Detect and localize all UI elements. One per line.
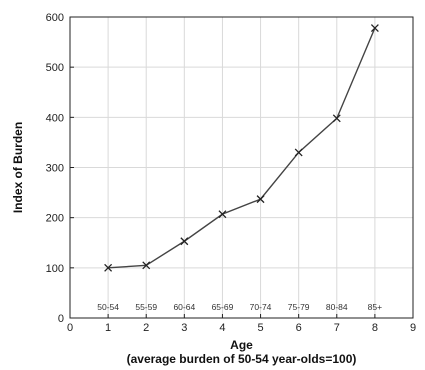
age-group-label: 60-64 — [173, 302, 195, 312]
data-point-marker — [370, 24, 379, 32]
y-tick-label: 400 — [46, 112, 64, 124]
age-group-labels: 50-54 55-59 60-64 65-69 70-74 75-79 80-84 85+ — [97, 302, 382, 312]
x-tick-label: 5 — [257, 322, 263, 334]
y-tick-label: 0 — [58, 313, 64, 325]
data-point-marker — [180, 237, 189, 246]
data-point-marker — [256, 195, 265, 204]
x-tick-label: 7 — [334, 322, 340, 334]
data-point-marker — [332, 114, 341, 123]
age-group-label: 70-74 — [250, 302, 272, 312]
age-group-label: 85+ — [368, 302, 382, 312]
series-line — [108, 27, 376, 269]
x-tick-label: 9 — [410, 322, 416, 334]
x-tick-label: 1 — [105, 322, 111, 334]
age-group-label: 65-69 — [212, 302, 234, 312]
age-group-label: 80-84 — [326, 302, 348, 312]
x-axis-title: Age — [230, 338, 253, 352]
x-tick-label: 3 — [181, 322, 187, 334]
x-tick-label: 6 — [296, 322, 302, 334]
x-axis-subtitle: (average burden of 50-54 year-olds=100) — [127, 352, 357, 366]
data-point-marker — [142, 261, 151, 270]
y-tick-label: 600 — [46, 12, 64, 24]
y-tick-label: 100 — [46, 263, 64, 275]
x-tick-label: 2 — [143, 322, 149, 334]
series-markers — [104, 24, 379, 272]
x-tick-label: 8 — [372, 322, 378, 334]
data-point-marker — [104, 263, 113, 272]
age-group-label: 50-54 — [97, 302, 119, 312]
age-group-label: 55-59 — [135, 302, 157, 312]
data-point-marker — [218, 210, 227, 219]
data-point-marker — [294, 148, 303, 157]
x-tick-label: 4 — [219, 322, 225, 334]
axis-ticks: 0 1 2 3 4 5 6 7 8 9 0 100 200 300 400 500 600 — [46, 12, 416, 334]
grid-lines — [70, 17, 413, 318]
age-group-label: 75-79 — [288, 302, 310, 312]
x-tick-label: 0 — [67, 322, 73, 334]
y-axis-title: Index of Burden — [11, 122, 25, 213]
y-tick-label: 300 — [46, 163, 64, 175]
y-tick-label: 500 — [46, 62, 64, 74]
y-tick-label: 200 — [46, 213, 64, 225]
